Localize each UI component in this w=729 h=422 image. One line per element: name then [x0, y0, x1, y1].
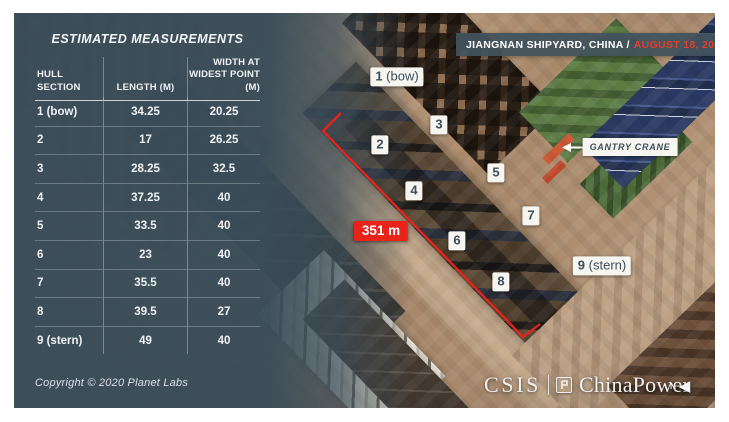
gantry-crane-label: GANTRY CRANE — [582, 138, 678, 156]
table-cell: 32.5 — [188, 154, 260, 183]
hull-section-marker: 4 — [405, 181, 423, 201]
measurements-body: 1 (bow) 34.25 20.25 2 17 26.25 3 28.25 32.5 4 37.2… — [35, 97, 260, 355]
panel-title: ESTIMATED MEASUREMENTS — [51, 32, 244, 46]
table-cell: 23 — [103, 239, 188, 269]
hull-section-marker: 5 — [487, 163, 505, 183]
table-cell: 40 — [188, 182, 260, 212]
logo-separator — [548, 375, 550, 395]
north-arrow: N ◀ — [670, 379, 690, 394]
table-cell: 37.25 — [103, 182, 188, 212]
table-cell: 7 — [35, 268, 103, 298]
table-cell: 6 — [35, 239, 103, 269]
hull-section-marker: 6 — [448, 231, 466, 251]
chinapower-logo: ChinaPower — [579, 372, 690, 397]
table-cell: 28.25 — [103, 154, 188, 183]
table-cell: 17 — [103, 125, 188, 155]
north-label: N — [670, 382, 676, 391]
hull-section-marker: 3 — [430, 115, 448, 135]
measurements-header: HULL SECTION LENGTH (M) WIDTH AT WIDEST … — [35, 57, 260, 102]
titlebar-location: JIANGNAN SHIPYARD, CHINA / — [466, 38, 630, 51]
titlebar: JIANGNAN SHIPYARD, CHINA / AUGUST 18, 20… — [456, 33, 715, 56]
chinapower-logo-icon — [556, 377, 573, 393]
table-cell: 1 (bow) — [37, 105, 78, 118]
hull-section-marker: 7 — [522, 206, 540, 226]
table-cell: 40 — [188, 211, 260, 240]
table-cell: 40 — [188, 239, 260, 269]
hull-section-marker: 2 — [371, 135, 389, 155]
csis-logo: CSIS — [484, 372, 542, 397]
hull-section-marker: 8 — [492, 272, 510, 292]
satellite-map: ESTIMATED MEASUREMENTS HULL SECTION LENG… — [14, 13, 715, 408]
branding-row: CSIS ChinaPower — [484, 370, 690, 400]
table-cell: 3 — [35, 154, 103, 183]
table-cell: 8 — [35, 297, 103, 326]
table-cell: 20.25 — [209, 105, 239, 118]
table-cell: 9 (stern) — [35, 325, 103, 355]
table-cell: 39.5 — [103, 297, 188, 326]
table-cell: 49 — [103, 325, 188, 355]
table-cell: 27 — [188, 297, 260, 326]
table-cell: 40 — [188, 268, 260, 298]
north-arrow-icon: ◀ — [678, 378, 691, 395]
table-cell: 35.5 — [103, 268, 188, 298]
hull-section-marker: 1 (bow) — [370, 67, 424, 87]
measurements-panel: ESTIMATED MEASUREMENTS HULL SECTION LENG… — [14, 13, 354, 408]
table-cell: 26.25 — [188, 125, 260, 155]
copyright-note: Copyright © 2020 Planet Labs — [35, 377, 189, 389]
table-cell: 40 — [188, 325, 260, 355]
table-cell: 5 — [35, 211, 103, 240]
column-header-length: LENGTH (M) — [103, 57, 188, 102]
table-cell: 4 — [35, 182, 103, 212]
table-cell: 2 — [35, 125, 103, 155]
column-header-hull-section: HULL SECTION — [35, 57, 103, 102]
measurement-label: 351 m — [353, 221, 409, 241]
column-header-width: WIDTH AT WIDEST POINT (M) — [188, 57, 260, 102]
hull-section-marker: 9 (stern) — [572, 256, 632, 276]
table-cell: 33.5 — [103, 211, 188, 240]
table-cell: 34.25 — [103, 97, 188, 126]
titlebar-date: AUGUST 18, 2020 — [633, 38, 715, 51]
